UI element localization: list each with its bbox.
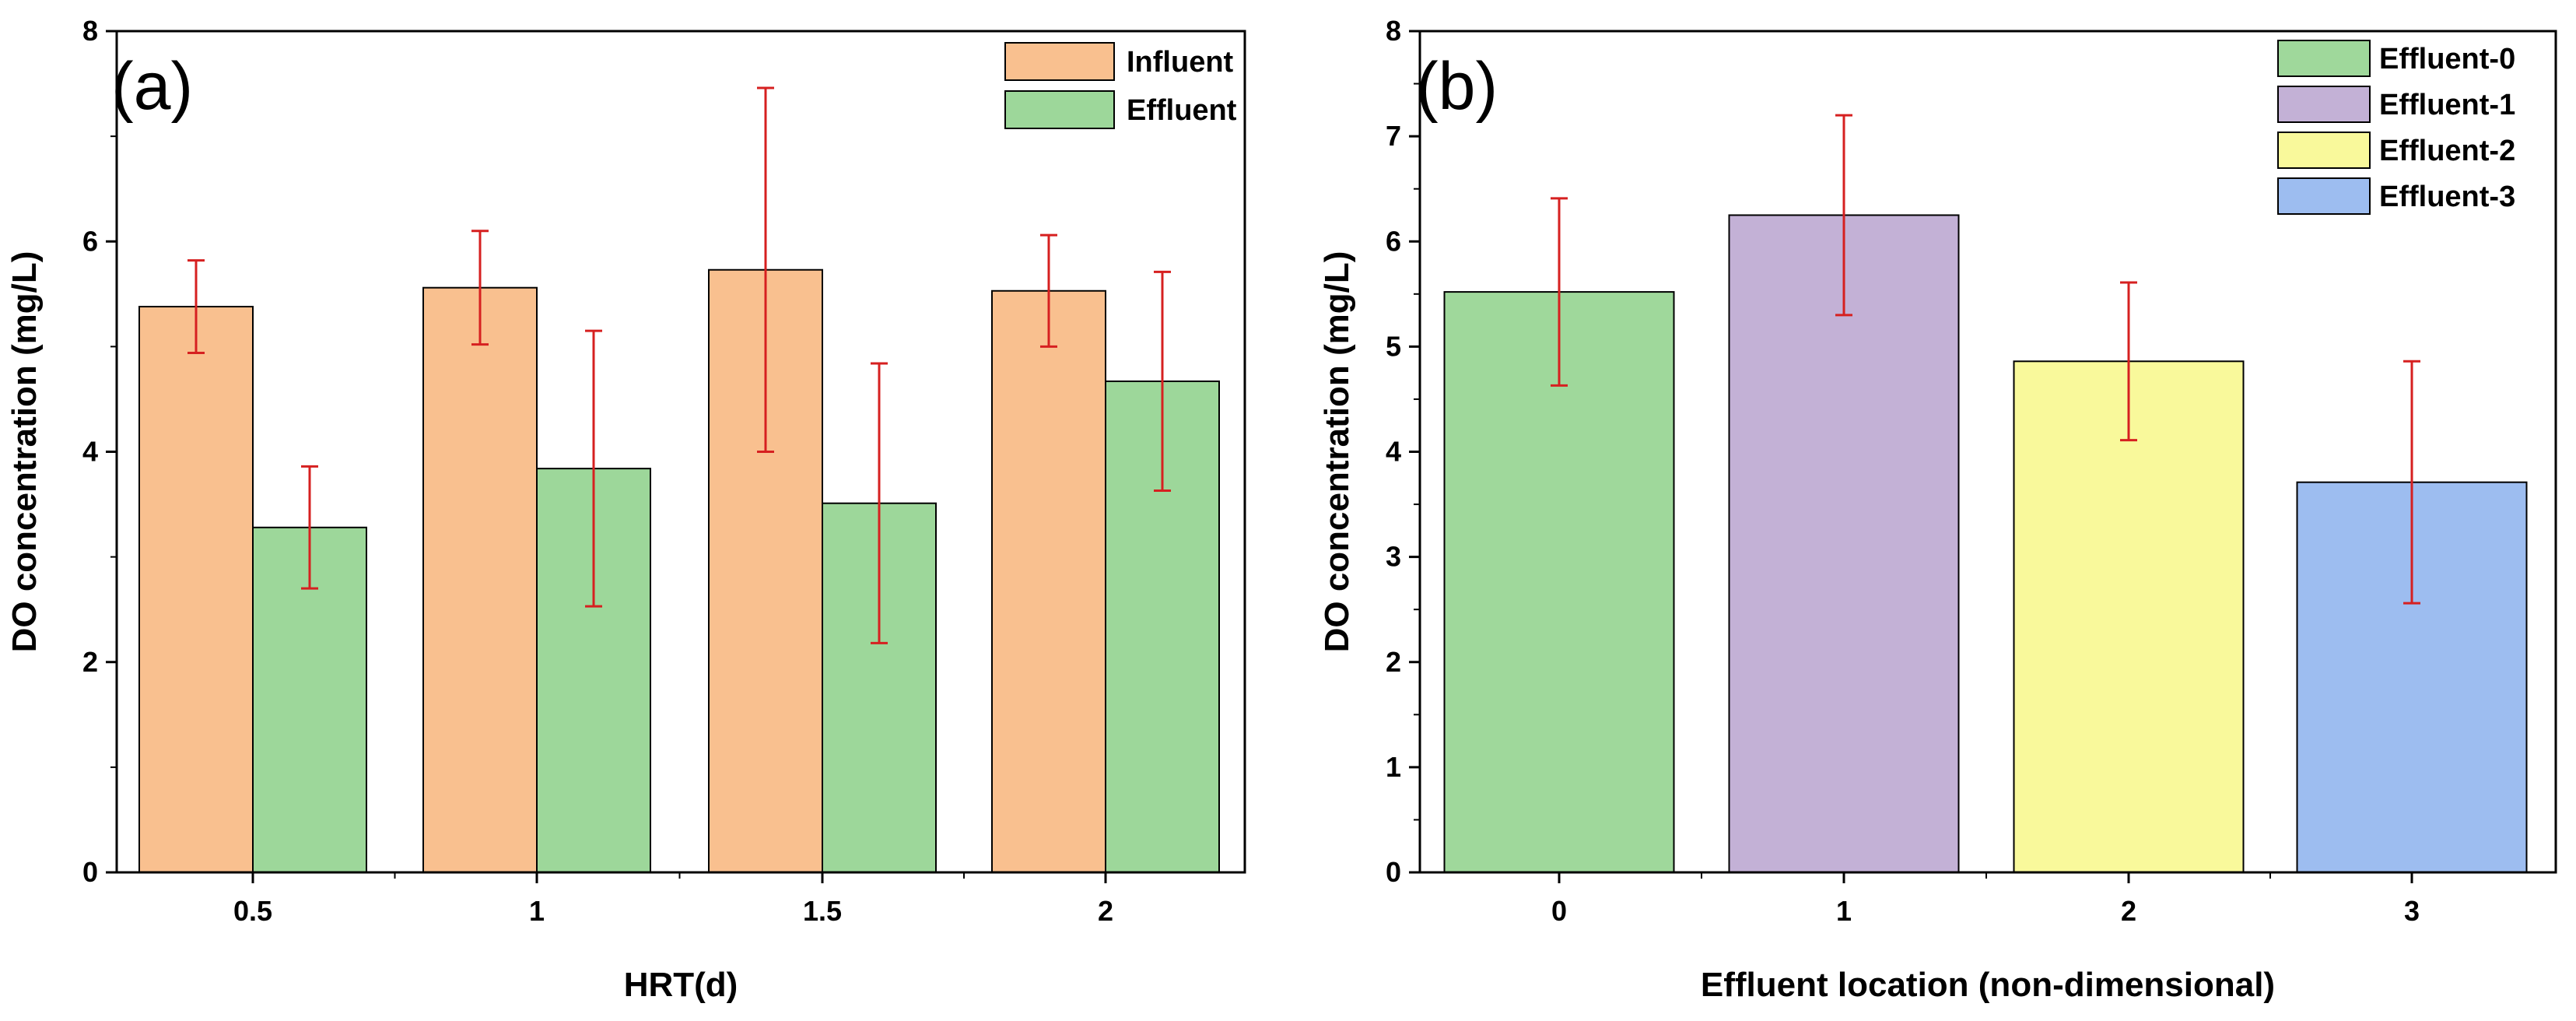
legend-label-effluent-1: Effluent-1 (2379, 89, 2515, 121)
legend-label-effluent-3: Effluent-3 (2379, 181, 2515, 213)
x-tick-label: 1.5 (803, 895, 842, 927)
legend-swatch-influent (1004, 42, 1115, 81)
y-tick-label: 6 (82, 225, 98, 257)
x-tick-label: 2 (2121, 895, 2136, 927)
legend-swatch-effluent-1 (2277, 86, 2371, 123)
bar-influent-0.5 (138, 306, 254, 873)
x-axis-title: Effluent location (non-dimensional) (1701, 966, 2275, 1004)
y-tick-label: 2 (1386, 646, 1401, 678)
legend-swatch-effluent-3 (2277, 177, 2371, 215)
y-axis-title: DO concentration (mg/L) (1318, 251, 1356, 653)
y-tick-label: 8 (82, 15, 98, 47)
y-tick-label: 8 (1386, 15, 1401, 47)
bar-effluent-2 (2013, 360, 2245, 874)
y-tick-label: 4 (82, 436, 98, 468)
y-tick-label: 7 (1386, 120, 1401, 152)
x-tick-label: 3 (2404, 895, 2420, 927)
legend-swatch-effluent-0 (2277, 40, 2371, 77)
legend-label-effluent-0: Effluent-0 (2379, 43, 2515, 75)
x-tick-label: 1 (1836, 895, 1852, 927)
panel-label: (a) (111, 49, 193, 124)
x-tick-label: 0.5 (233, 895, 272, 927)
panel-label: (b) (1416, 49, 1498, 124)
y-axis-title: DO concentration (mg/L) (5, 251, 44, 653)
y-tick-label: 5 (1386, 330, 1401, 362)
legend-label-effluent: Effluent (1127, 94, 1237, 127)
x-tick-label: 1 (529, 895, 545, 927)
legend-label-effluent-2: Effluent-2 (2379, 135, 2515, 167)
bar-influent-1 (422, 286, 538, 873)
y-tick-label: 4 (1386, 436, 1401, 468)
bar-influent-2 (991, 289, 1106, 874)
bar-effluent-0 (1443, 291, 1675, 873)
legend-swatch-effluent-2 (2277, 132, 2371, 169)
y-tick-label: 6 (1386, 225, 1401, 257)
y-tick-label: 2 (82, 646, 98, 678)
y-tick-label: 0 (1386, 856, 1401, 888)
x-tick-label: 2 (1098, 895, 1113, 927)
x-tick-label: 0 (1551, 895, 1567, 927)
legend-swatch-effluent (1004, 90, 1115, 129)
y-tick-label: 0 (82, 856, 98, 888)
y-tick-label: 1 (1386, 751, 1401, 783)
x-axis-title: HRT(d) (624, 966, 738, 1004)
y-tick-label: 3 (1386, 541, 1401, 573)
legend-label-influent: Influent (1127, 46, 1234, 79)
